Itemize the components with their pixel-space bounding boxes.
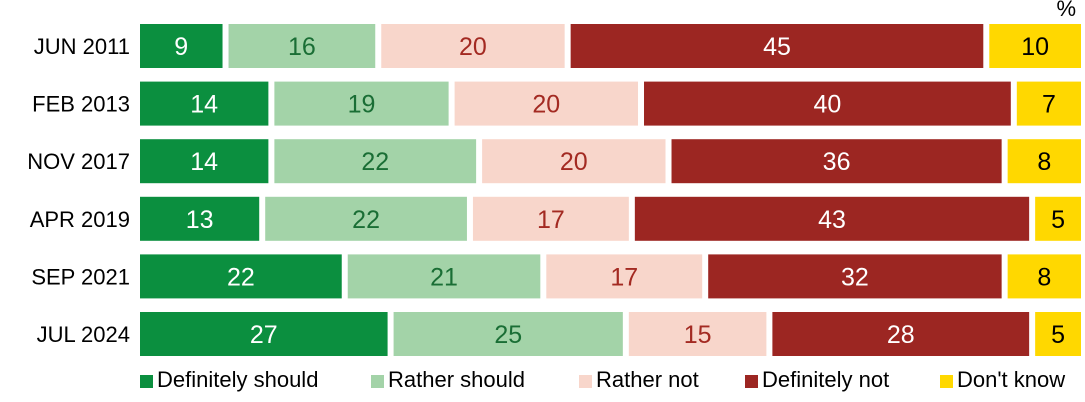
- data-label-don-t-know-apr-2019: 5: [1051, 206, 1065, 234]
- data-label-don-t-know-nov-2017: 8: [1037, 148, 1051, 176]
- bar-segment-definitely-should-apr-2019: [140, 196, 260, 241]
- data-label-don-t-know-jun-2011: 10: [1021, 33, 1049, 61]
- data-label-definitely-should-jul-2024: 27: [250, 321, 278, 349]
- bar-segment-definitely-not-nov-2017: [671, 139, 1002, 184]
- bar-segment-rather-should-nov-2017: [274, 139, 477, 184]
- legend-swatch-rather-not: [579, 375, 592, 388]
- bar-segment-definitely-not-apr-2019: [634, 196, 1030, 241]
- data-label-don-t-know-feb-2013: 7: [1042, 91, 1056, 119]
- bar-segment-rather-should-sep-2021: [347, 254, 541, 299]
- data-label-rather-not-nov-2017: 20: [560, 148, 588, 176]
- bar-segment-rather-not-jul-2024: [628, 312, 767, 356]
- legend-label-rather-should: Rather should: [388, 367, 525, 392]
- data-label-rather-should-jul-2024: 25: [494, 321, 522, 349]
- data-label-rather-not-feb-2013: 20: [532, 91, 560, 119]
- bar-segment-rather-not-feb-2013: [454, 81, 639, 126]
- data-label-rather-not-jun-2011: 20: [459, 33, 487, 61]
- data-label-definitely-not-nov-2017: 36: [823, 148, 851, 176]
- legend-swatch-rather-should: [371, 375, 384, 388]
- data-label-don-t-know-sep-2021: 8: [1037, 263, 1051, 291]
- data-label-rather-should-apr-2019: 22: [352, 206, 380, 234]
- bar-segment-definitely-should-nov-2017: [140, 139, 269, 184]
- data-label-definitely-should-jun-2011: 9: [174, 33, 188, 61]
- bar-segment-don-t-know-sep-2021: [1007, 254, 1081, 299]
- bar-segment-rather-not-apr-2019: [472, 196, 629, 241]
- bar-segment-definitely-should-feb-2013: [140, 81, 269, 126]
- data-label-rather-not-jul-2024: 15: [684, 321, 712, 349]
- legend-swatch-definitely-should: [140, 375, 153, 388]
- data-label-rather-should-feb-2013: 19: [348, 91, 376, 119]
- data-label-definitely-not-sep-2021: 32: [841, 263, 869, 291]
- data-label-rather-should-nov-2017: 22: [361, 148, 389, 176]
- bar-segment-definitely-should-sep-2021: [140, 254, 342, 299]
- legend-label-rather-not: Rather not: [596, 367, 699, 392]
- category-label-sep-2021: SEP 2021: [31, 264, 130, 289]
- data-label-rather-not-sep-2021: 17: [610, 263, 638, 291]
- bar-segment-definitely-not-jul-2024: [772, 312, 1030, 356]
- bar-segment-rather-not-nov-2017: [482, 139, 666, 184]
- category-label-jul-2024: JUL 2024: [37, 322, 130, 347]
- bar-segment-definitely-not-feb-2013: [644, 81, 1011, 126]
- unit-label: %: [1056, 0, 1076, 21]
- data-label-rather-should-sep-2021: 21: [430, 263, 458, 291]
- legend-label-don-t-know: Don't know: [957, 367, 1065, 392]
- bar-segment-don-t-know-jun-2011: [989, 24, 1081, 68]
- legend-swatch-definitely-not: [745, 375, 758, 388]
- data-label-definitely-should-apr-2019: 13: [186, 206, 214, 234]
- data-label-definitely-not-jun-2011: 45: [763, 33, 791, 61]
- data-label-rather-should-jun-2011: 16: [288, 33, 316, 61]
- bar-segment-rather-should-feb-2013: [274, 81, 449, 126]
- data-label-definitely-not-feb-2013: 40: [814, 91, 842, 119]
- legend: Definitely should Rather should Rather not…: [140, 367, 1065, 392]
- bar-segment-definitely-not-sep-2021: [708, 254, 1002, 299]
- data-label-don-t-know-jul-2024: 5: [1051, 321, 1065, 349]
- data-label-definitely-should-nov-2017: 14: [190, 148, 218, 176]
- legend-swatch-don-t-know: [940, 375, 953, 388]
- category-labels: JUN 2011 FEB 2013 NOV 2017 APR 2019 SEP 2021…: [27, 34, 130, 347]
- data-label-definitely-should-sep-2021: 22: [227, 263, 255, 291]
- bar-segment-definitely-should-jul-2024: [140, 312, 388, 356]
- bar-segment-rather-should-apr-2019: [265, 196, 467, 241]
- legend-label-definitely-not: Definitely not: [762, 367, 889, 392]
- bar-segment-rather-not-sep-2021: [546, 254, 703, 299]
- bar-segment-don-t-know-nov-2017: [1007, 139, 1081, 184]
- bar-segment-definitely-not-jun-2011: [570, 24, 984, 68]
- bar-segment-definitely-should-jun-2011: [140, 24, 223, 68]
- bars-group: 9 16 20 45 10 14 19 20 40 7 14 22 20 36 8 13 22 17 43 5 22 21…: [140, 24, 1081, 356]
- category-label-apr-2019: APR 2019: [30, 207, 130, 232]
- bar-segment-don-t-know-apr-2019: [1035, 196, 1081, 241]
- legend-label-definitely-should: Definitely should: [157, 367, 318, 392]
- bar-segment-don-t-know-jul-2024: [1035, 312, 1081, 356]
- data-label-definitely-should-feb-2013: 14: [190, 91, 218, 119]
- bar-segment-rather-should-jul-2024: [393, 312, 623, 356]
- data-label-definitely-not-jul-2024: 28: [887, 321, 915, 349]
- category-label-jun-2011: JUN 2011: [34, 34, 130, 59]
- category-label-feb-2013: FEB 2013: [32, 92, 130, 117]
- bar-segment-rather-should-jun-2011: [228, 24, 376, 68]
- bar-segment-don-t-know-feb-2013: [1016, 81, 1081, 126]
- data-label-rather-not-apr-2019: 17: [537, 206, 565, 234]
- category-label-nov-2017: NOV 2017: [27, 149, 130, 174]
- bar-segment-rather-not-jun-2011: [381, 24, 565, 68]
- data-label-definitely-not-apr-2019: 43: [818, 206, 846, 234]
